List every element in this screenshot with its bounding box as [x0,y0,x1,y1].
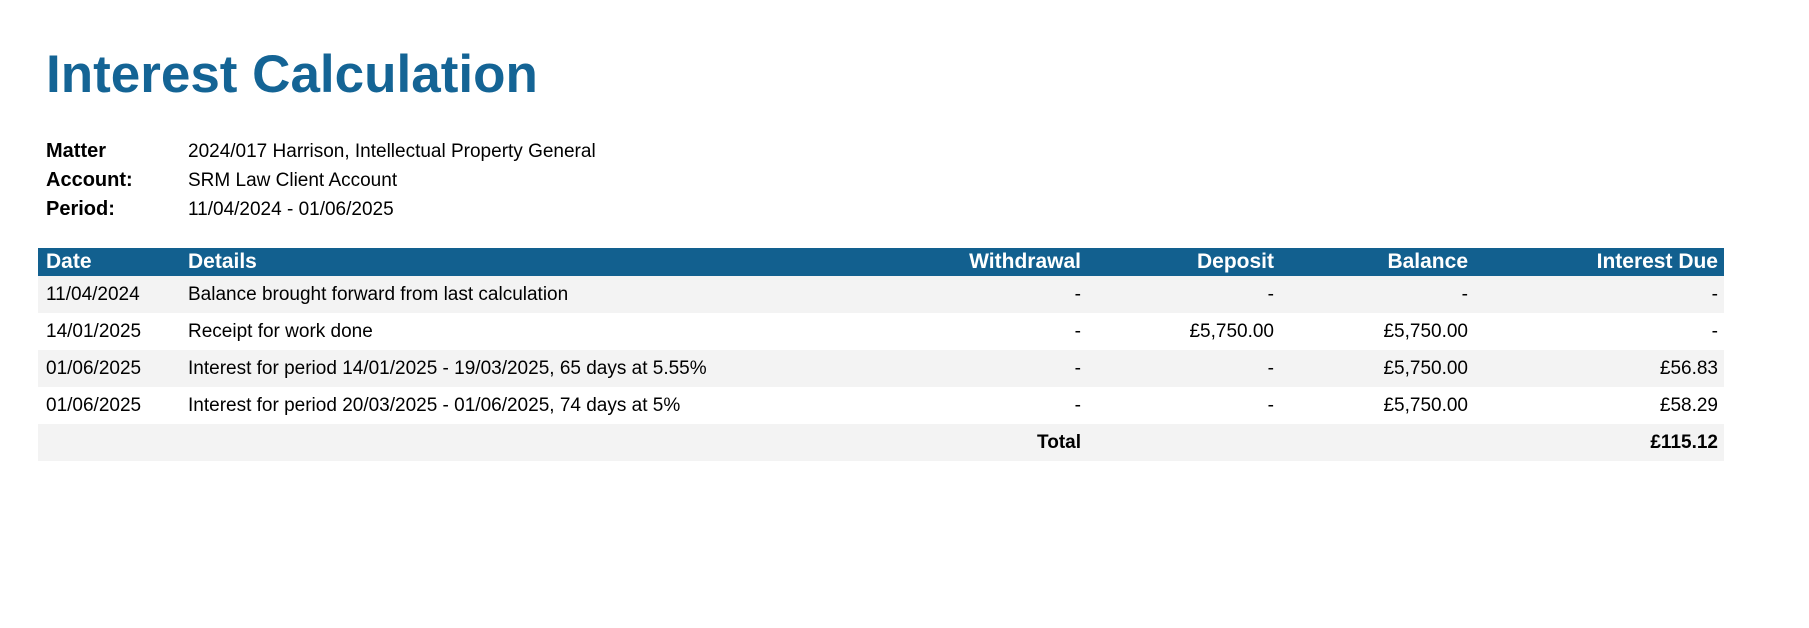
table-cell: £5,750.00 [1383,394,1468,416]
table-cell: - [1267,394,1274,416]
empty-cell [38,424,180,461]
total-row: Total £115.12 [38,424,1724,461]
title: Interest Calculation [46,45,538,104]
table-cell: £5,750.00 [1280,350,1474,387]
total-value: £115.12 [1474,424,1724,461]
meta-row: Account: SRM Law Client Account [46,166,596,195]
table-cell: - [1074,394,1081,416]
table-cell: - [1074,320,1081,342]
meta-row: Matter 2024/017 Harrison, Intellectual Pr… [46,137,596,166]
table-cell: £5,750.00 [1189,320,1274,342]
meta-label: Account: [46,169,133,191]
table-cell: - [1711,320,1718,342]
table-cell: - [940,350,1087,387]
column-header: Withdrawal [940,248,1087,276]
column-header: Interest Due [1474,248,1724,276]
table-cell: 14/01/2025 [46,320,142,342]
column-header: Balance [1280,248,1474,276]
interest-table: Date Details Withdrawal Deposit Balance Inter… [38,248,1724,461]
table-cell: Interest for period 20/03/2025 - 01/06/2… [188,394,681,416]
empty-cell [1087,424,1280,461]
table-cell: - [1280,276,1474,313]
empty-cell [1280,424,1474,461]
meta-label: Period: [46,198,115,220]
meta-value: 2024/017 Harrison, Intellectual Property… [188,140,596,162]
empty-cell [180,424,940,461]
table-cell: - [1474,276,1724,313]
column-header: Details [180,248,940,276]
table-cell: Interest for period 14/01/2025 - 19/03/2… [180,350,940,387]
table-row: 14/01/2025 Receipt for work done - £5,750.0… [38,313,1724,350]
meta-row: Period: 11/04/2024 - 01/06/2025 [46,195,596,224]
table-cell: 01/06/2025 [46,394,142,416]
meta-value: SRM Law Client Account [188,169,398,191]
header-row: Date Details Withdrawal Deposit Balance Inter… [38,248,1724,276]
table-body: 11/04/2024 Balance brought forward from l… [38,276,1724,461]
table-row: 01/06/2025 Interest for period 20/03/2025… [38,387,1724,424]
column-header: Deposit [1087,248,1280,276]
table-cell: - [1087,350,1280,387]
table-cell: £56.83 [1474,350,1724,387]
meta-value: 11/04/2024 - 01/06/2025 [188,198,394,220]
table-cell: 11/04/2024 [38,276,180,313]
table-cell: - [940,276,1087,313]
total-label: Total [940,424,1087,461]
table-cell: £58.29 [1659,394,1718,416]
table-cell: 01/06/2025 [38,350,180,387]
table-cell: Balance brought forward from last calcul… [180,276,940,313]
table-cell: £5,750.00 [1383,320,1468,342]
meta-label: Matter [46,140,107,162]
table-cell: Receipt for work done [188,320,373,342]
table-row: 01/06/2025 Interest for period 14/01/2025… [38,350,1724,387]
table-row: 11/04/2024 Balance brought forward from l… [38,276,1724,313]
column-header: Date [38,248,180,276]
table-cell: - [1087,276,1280,313]
meta-block: Matter 2024/017 Harrison, Intellectual Pr… [46,137,596,224]
